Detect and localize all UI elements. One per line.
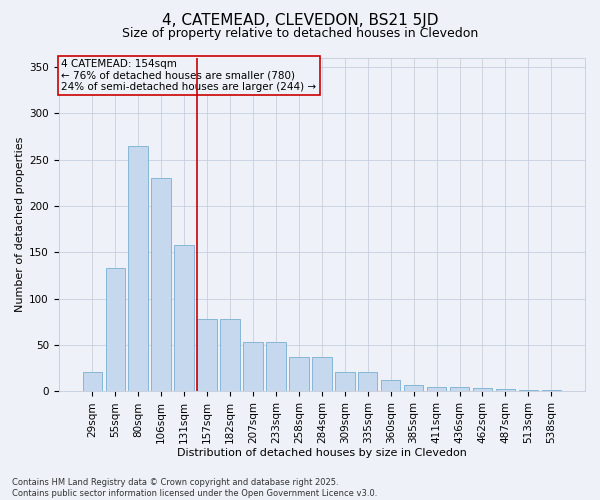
Bar <box>542 390 561 392</box>
Text: Size of property relative to detached houses in Clevedon: Size of property relative to detached ho… <box>122 28 478 40</box>
Bar <box>151 178 171 392</box>
Text: 4, CATEMEAD, CLEVEDON, BS21 5JD: 4, CATEMEAD, CLEVEDON, BS21 5JD <box>162 12 438 28</box>
Bar <box>358 372 377 392</box>
Bar <box>335 372 355 392</box>
Y-axis label: Number of detached properties: Number of detached properties <box>15 137 25 312</box>
Bar <box>518 390 538 392</box>
Bar <box>473 388 492 392</box>
Bar <box>289 357 308 392</box>
Bar <box>404 385 424 392</box>
Bar <box>83 372 102 392</box>
Bar <box>175 245 194 392</box>
Bar <box>450 387 469 392</box>
Bar <box>427 387 446 392</box>
Bar <box>220 319 240 392</box>
X-axis label: Distribution of detached houses by size in Clevedon: Distribution of detached houses by size … <box>177 448 467 458</box>
Bar <box>266 342 286 392</box>
Bar <box>381 380 400 392</box>
Bar <box>128 146 148 392</box>
Bar <box>243 342 263 392</box>
Bar <box>197 319 217 392</box>
Text: Contains HM Land Registry data © Crown copyright and database right 2025.
Contai: Contains HM Land Registry data © Crown c… <box>12 478 377 498</box>
Bar <box>312 357 332 392</box>
Text: 4 CATEMEAD: 154sqm
← 76% of detached houses are smaller (780)
24% of semi-detach: 4 CATEMEAD: 154sqm ← 76% of detached hou… <box>61 59 316 92</box>
Bar <box>106 268 125 392</box>
Bar <box>496 388 515 392</box>
